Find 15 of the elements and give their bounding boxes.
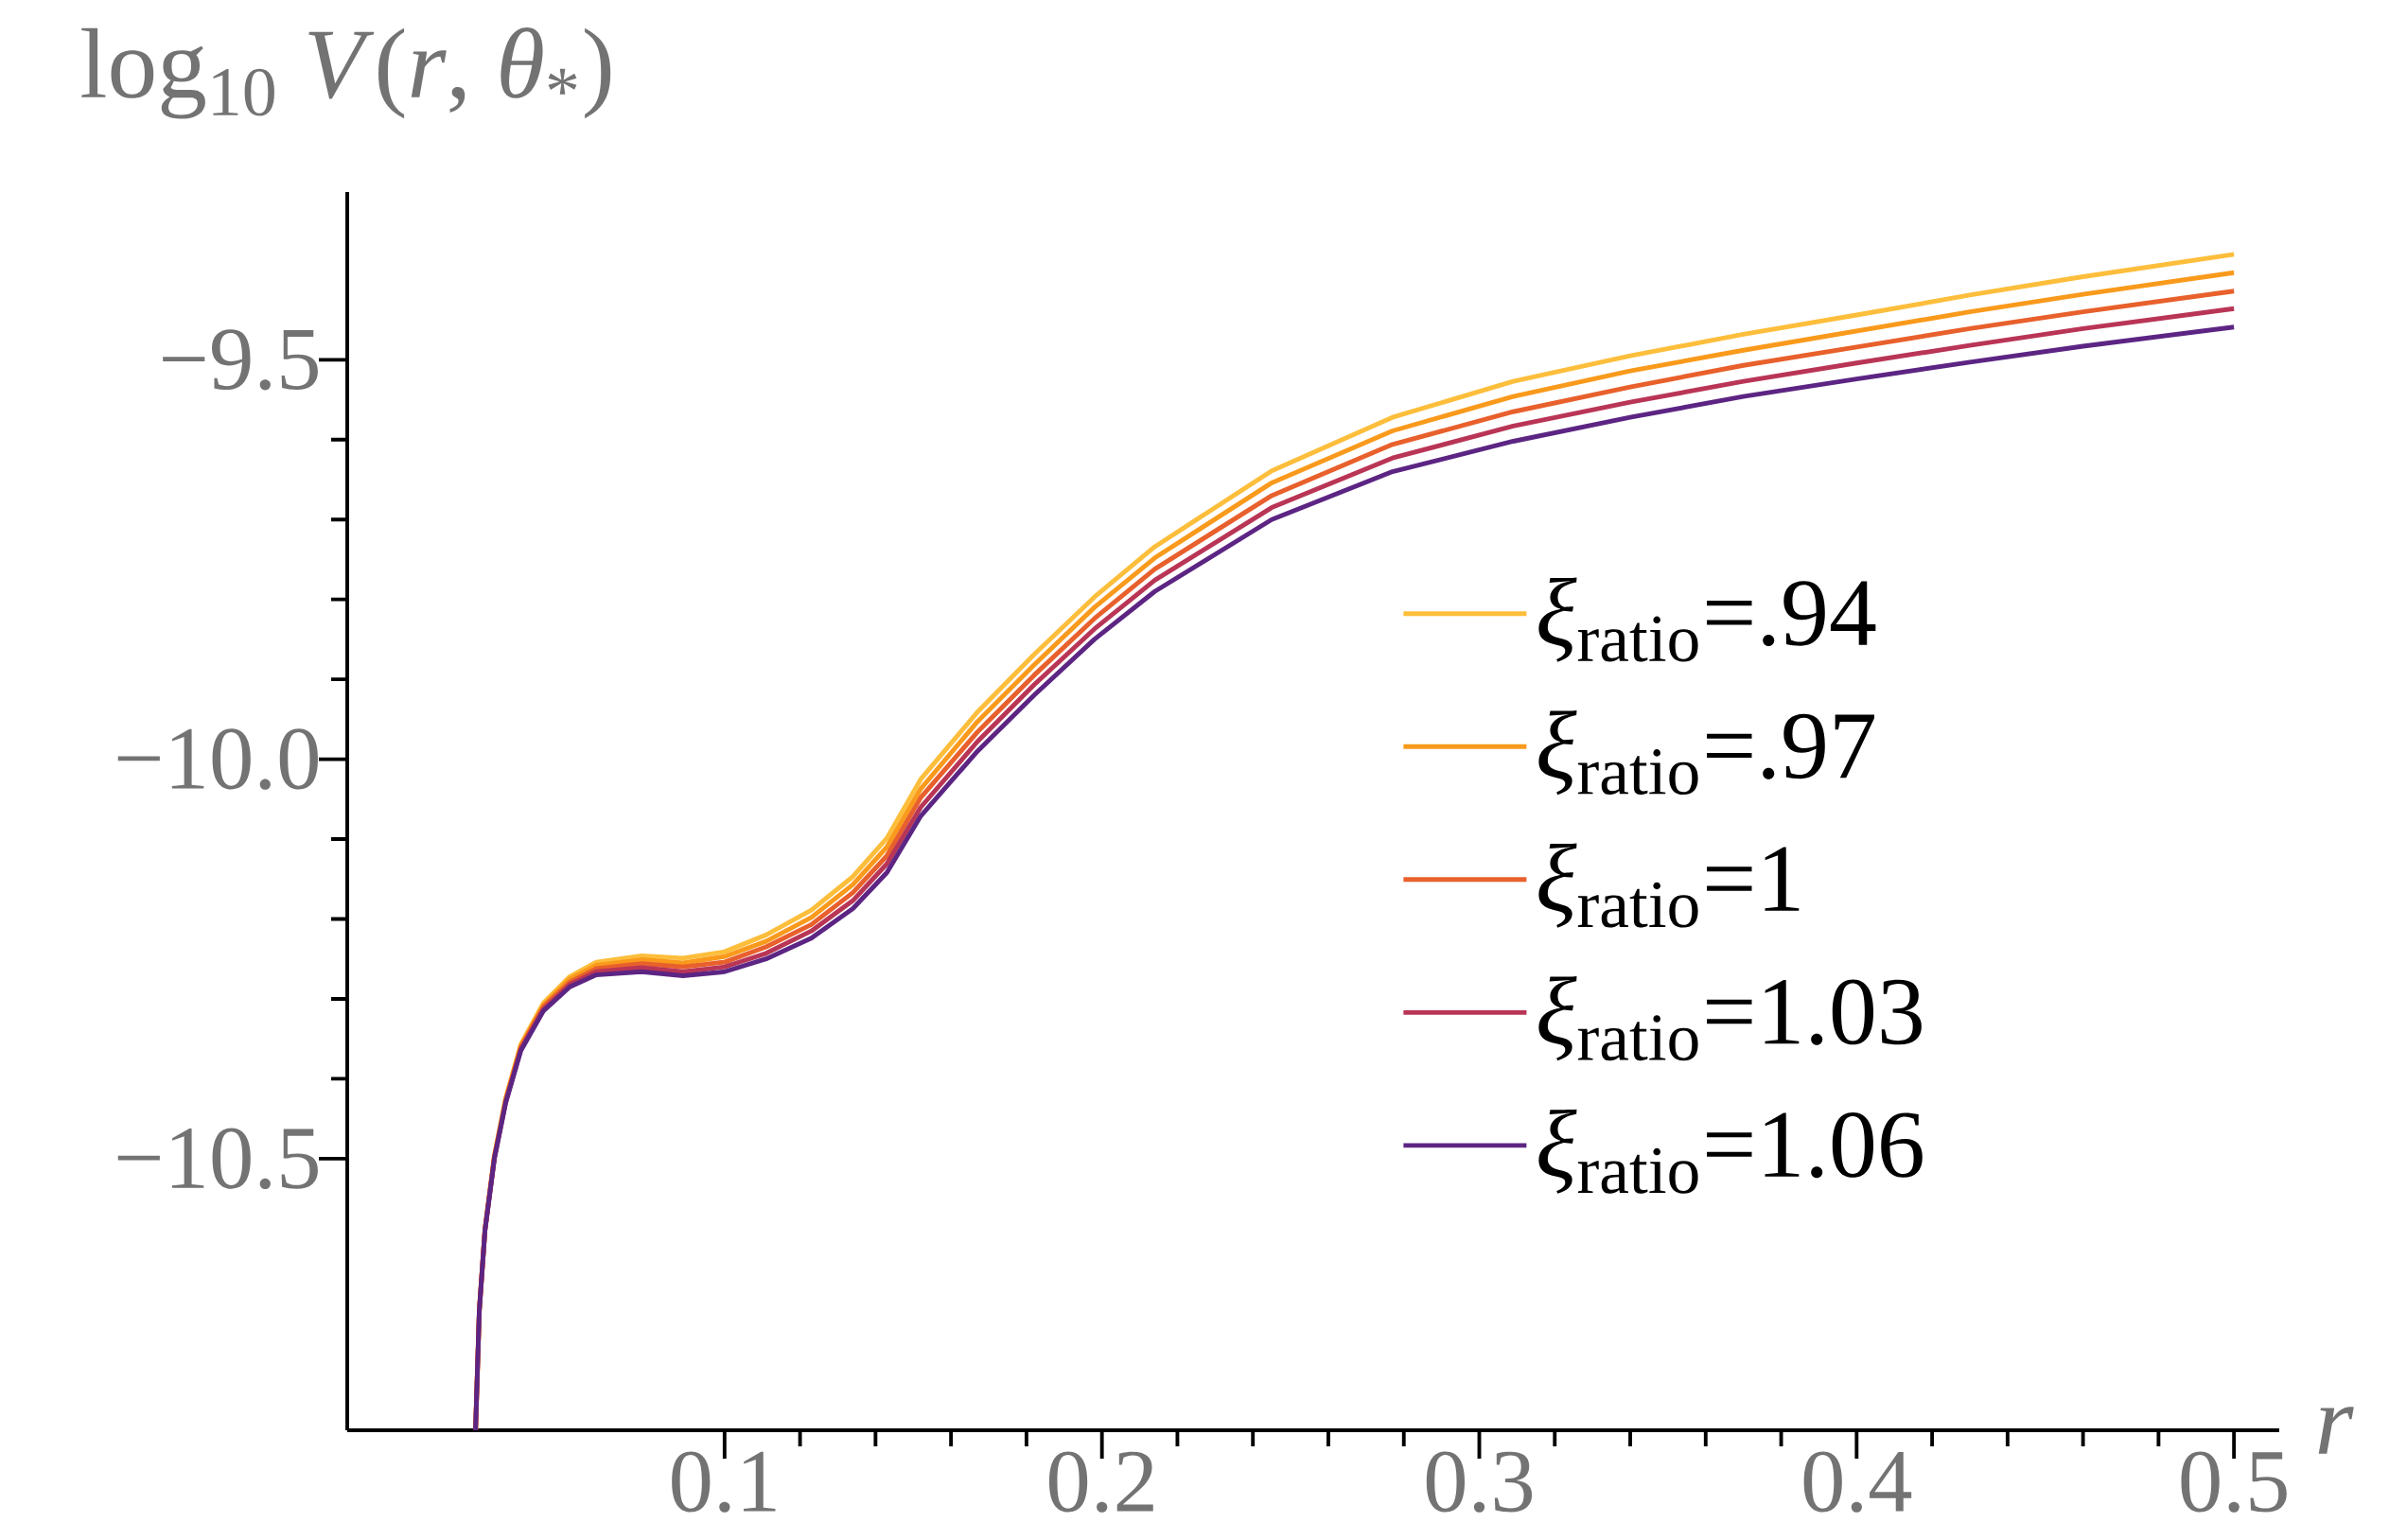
x-tick-label: 0.5 — [2181, 1451, 2287, 1513]
text: log$_{10}$ V(r, θ$_{*}$) — [81, 27, 611, 119]
legend-label: ξ$_{ratio}$=.97 — [1538, 710, 1874, 796]
x-tick-label: 0.1 — [672, 1451, 776, 1513]
legend-label: ξ$_{ratio}$=1.03 — [1538, 976, 1922, 1061]
y-tick-label: −10.5 — [117, 1128, 318, 1190]
y-tick-label: −9.5 — [163, 329, 318, 391]
y-tick-label: −10.0 — [117, 728, 318, 790]
x-tick-label: 0.3 — [1426, 1451, 1533, 1513]
legend-label: ξ$_{ratio}$=1 — [1538, 843, 1800, 928]
legend-label: ξ$_{ratio}$=1.06 — [1538, 1109, 1923, 1194]
legend-label: ξ$_{ratio}$=.94 — [1538, 577, 1876, 662]
x-tick-label: 0.2 — [1049, 1451, 1153, 1513]
x-axis-title: r — [2318, 1407, 2354, 1454]
x-tick-label: 0.4 — [1803, 1451, 1912, 1513]
